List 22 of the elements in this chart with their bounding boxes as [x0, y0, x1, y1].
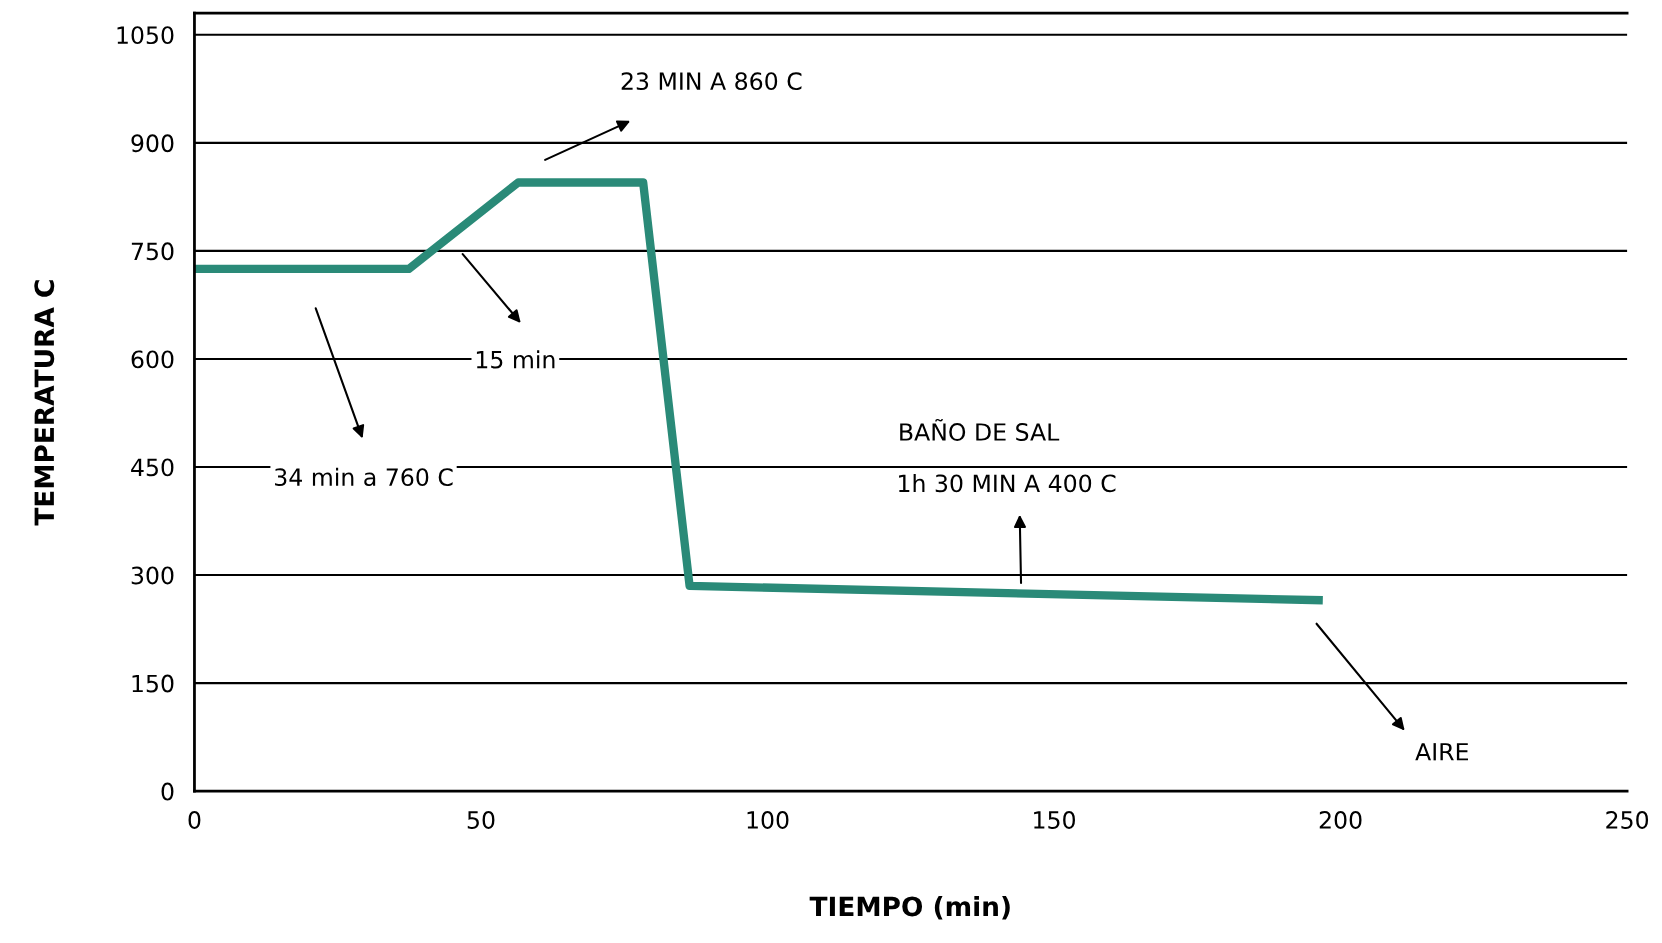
y-tick-label: 450 — [131, 458, 174, 477]
y-tick-label: 600 — [131, 350, 174, 369]
x-tick-label: 250 — [1606, 811, 1649, 829]
x-tick-label: 0 — [188, 811, 201, 829]
annotation: BAÑO DE SAL — [900, 418, 1060, 441]
annotation: 15 min — [476, 350, 555, 369]
annotation: AIRE — [1415, 743, 1468, 761]
y-tick-label: 750 — [131, 242, 174, 261]
y-tick-label: 300 — [131, 566, 174, 585]
annotation: 1h 30 MIN A 400 C — [899, 474, 1116, 493]
x-tick-label: 200 — [1319, 811, 1362, 829]
x-axis-title: TIEMPO (min) — [809, 895, 1010, 920]
y-axis-title: TEMPERATURA C — [34, 280, 55, 526]
x-tick-label: 100 — [747, 811, 789, 829]
annotation: 34 min a 760 C — [275, 467, 453, 487]
y-tick-label: 900 — [131, 134, 174, 153]
y-tick-label: 1050 — [117, 26, 174, 45]
y-tick-label: 150 — [132, 674, 174, 693]
annotation: 23 MIN A 860 C — [621, 72, 802, 91]
x-tick-label: 50 — [467, 811, 495, 829]
x-tick-label: 150 — [1034, 811, 1076, 829]
y-tick-label: 0 — [161, 782, 174, 801]
